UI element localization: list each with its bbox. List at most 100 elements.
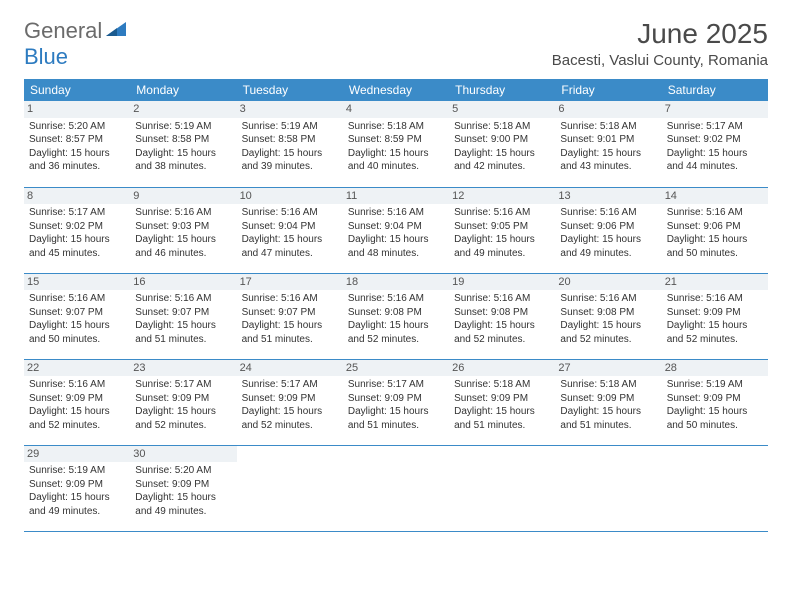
day-cell: 6Sunrise: 5:18 AMSunset: 9:01 PMDaylight…	[555, 101, 661, 187]
daylight-line: Daylight: 15 hours and 52 minutes.	[560, 319, 656, 346]
logo-triangle-icon	[106, 20, 128, 43]
day-cell: 30Sunrise: 5:20 AMSunset: 9:09 PMDayligh…	[130, 445, 236, 531]
sunrise-line: Sunrise: 5:16 AM	[348, 292, 444, 306]
sunrise-line: Sunrise: 5:20 AM	[29, 120, 125, 134]
day-cell: 25Sunrise: 5:17 AMSunset: 9:09 PMDayligh…	[343, 359, 449, 445]
day-number: 24	[237, 360, 343, 377]
sunset-line: Sunset: 9:07 PM	[29, 306, 125, 320]
calendar-row: 22Sunrise: 5:16 AMSunset: 9:09 PMDayligh…	[24, 359, 768, 445]
location-text: Bacesti, Vaslui County, Romania	[552, 52, 768, 69]
day-info: Sunrise: 5:17 AMSunset: 9:09 PMDaylight:…	[348, 377, 444, 432]
day-info: Sunrise: 5:16 AMSunset: 9:05 PMDaylight:…	[454, 205, 550, 260]
day-cell: 22Sunrise: 5:16 AMSunset: 9:09 PMDayligh…	[24, 359, 130, 445]
day-cell: 26Sunrise: 5:18 AMSunset: 9:09 PMDayligh…	[449, 359, 555, 445]
calendar-row: 15Sunrise: 5:16 AMSunset: 9:07 PMDayligh…	[24, 273, 768, 359]
empty-cell	[343, 445, 449, 531]
empty-cell	[449, 445, 555, 531]
day-cell: 24Sunrise: 5:17 AMSunset: 9:09 PMDayligh…	[237, 359, 343, 445]
daylight-line: Daylight: 15 hours and 52 minutes.	[667, 319, 763, 346]
day-info: Sunrise: 5:16 AMSunset: 9:06 PMDaylight:…	[560, 205, 656, 260]
day-number: 30	[130, 446, 236, 463]
day-number: 9	[130, 188, 236, 205]
daylight-line: Daylight: 15 hours and 48 minutes.	[348, 233, 444, 260]
day-info: Sunrise: 5:18 AMSunset: 9:01 PMDaylight:…	[560, 119, 656, 174]
daylight-line: Daylight: 15 hours and 51 minutes.	[454, 405, 550, 432]
sunrise-line: Sunrise: 5:16 AM	[348, 206, 444, 220]
daylight-line: Daylight: 15 hours and 39 minutes.	[242, 147, 338, 174]
daylight-line: Daylight: 15 hours and 51 minutes.	[348, 405, 444, 432]
sunrise-line: Sunrise: 5:18 AM	[560, 120, 656, 134]
sunset-line: Sunset: 9:04 PM	[242, 220, 338, 234]
sunset-line: Sunset: 9:05 PM	[454, 220, 550, 234]
day-number: 23	[130, 360, 236, 377]
day-info: Sunrise: 5:17 AMSunset: 9:02 PMDaylight:…	[667, 119, 763, 174]
daylight-line: Daylight: 15 hours and 46 minutes.	[135, 233, 231, 260]
daylight-line: Daylight: 15 hours and 42 minutes.	[454, 147, 550, 174]
sunrise-line: Sunrise: 5:16 AM	[667, 206, 763, 220]
daylight-line: Daylight: 15 hours and 52 minutes.	[348, 319, 444, 346]
day-cell: 23Sunrise: 5:17 AMSunset: 9:09 PMDayligh…	[130, 359, 236, 445]
day-info: Sunrise: 5:16 AMSunset: 9:09 PMDaylight:…	[667, 291, 763, 346]
empty-cell	[237, 445, 343, 531]
day-number: 16	[130, 274, 236, 291]
day-number: 21	[662, 274, 768, 291]
day-number: 15	[24, 274, 130, 291]
day-cell: 15Sunrise: 5:16 AMSunset: 9:07 PMDayligh…	[24, 273, 130, 359]
day-info: Sunrise: 5:16 AMSunset: 9:04 PMDaylight:…	[242, 205, 338, 260]
day-info: Sunrise: 5:19 AMSunset: 8:58 PMDaylight:…	[242, 119, 338, 174]
day-header-saturday: Saturday	[662, 79, 768, 101]
sunrise-line: Sunrise: 5:16 AM	[135, 206, 231, 220]
daylight-line: Daylight: 15 hours and 49 minutes.	[560, 233, 656, 260]
day-header-sunday: Sunday	[24, 79, 130, 101]
day-number: 27	[555, 360, 661, 377]
sunset-line: Sunset: 9:03 PM	[135, 220, 231, 234]
day-number: 12	[449, 188, 555, 205]
sunrise-line: Sunrise: 5:17 AM	[667, 120, 763, 134]
day-cell: 4Sunrise: 5:18 AMSunset: 8:59 PMDaylight…	[343, 101, 449, 187]
title-block: June 2025 Bacesti, Vaslui County, Romani…	[552, 18, 768, 69]
day-cell: 27Sunrise: 5:18 AMSunset: 9:09 PMDayligh…	[555, 359, 661, 445]
page-header: General June 2025 Bacesti, Vaslui County…	[24, 18, 768, 69]
daylight-line: Daylight: 15 hours and 50 minutes.	[29, 319, 125, 346]
daylight-line: Daylight: 15 hours and 50 minutes.	[667, 405, 763, 432]
day-header-row: SundayMondayTuesdayWednesdayThursdayFrid…	[24, 79, 768, 101]
day-cell: 12Sunrise: 5:16 AMSunset: 9:05 PMDayligh…	[449, 187, 555, 273]
day-cell: 18Sunrise: 5:16 AMSunset: 9:08 PMDayligh…	[343, 273, 449, 359]
daylight-line: Daylight: 15 hours and 50 minutes.	[667, 233, 763, 260]
day-info: Sunrise: 5:16 AMSunset: 9:07 PMDaylight:…	[29, 291, 125, 346]
sunrise-line: Sunrise: 5:19 AM	[667, 378, 763, 392]
sunset-line: Sunset: 9:01 PM	[560, 133, 656, 147]
day-info: Sunrise: 5:19 AMSunset: 8:58 PMDaylight:…	[135, 119, 231, 174]
sunset-line: Sunset: 8:58 PM	[135, 133, 231, 147]
day-number: 2	[130, 101, 236, 118]
sunset-line: Sunset: 9:09 PM	[560, 392, 656, 406]
sunrise-line: Sunrise: 5:17 AM	[242, 378, 338, 392]
day-info: Sunrise: 5:20 AMSunset: 8:57 PMDaylight:…	[29, 119, 125, 174]
sunset-line: Sunset: 9:09 PM	[454, 392, 550, 406]
sunrise-line: Sunrise: 5:17 AM	[29, 206, 125, 220]
daylight-line: Daylight: 15 hours and 49 minutes.	[29, 491, 125, 518]
day-info: Sunrise: 5:16 AMSunset: 9:08 PMDaylight:…	[454, 291, 550, 346]
day-number: 6	[555, 101, 661, 118]
day-info: Sunrise: 5:16 AMSunset: 9:07 PMDaylight:…	[242, 291, 338, 346]
day-header-friday: Friday	[555, 79, 661, 101]
daylight-line: Daylight: 15 hours and 52 minutes.	[242, 405, 338, 432]
day-number: 10	[237, 188, 343, 205]
daylight-line: Daylight: 15 hours and 49 minutes.	[454, 233, 550, 260]
sunrise-line: Sunrise: 5:19 AM	[29, 464, 125, 478]
sunrise-line: Sunrise: 5:16 AM	[454, 206, 550, 220]
day-number: 25	[343, 360, 449, 377]
sunset-line: Sunset: 9:07 PM	[135, 306, 231, 320]
day-info: Sunrise: 5:16 AMSunset: 9:08 PMDaylight:…	[560, 291, 656, 346]
day-number: 13	[555, 188, 661, 205]
day-info: Sunrise: 5:16 AMSunset: 9:04 PMDaylight:…	[348, 205, 444, 260]
empty-cell	[662, 445, 768, 531]
day-cell: 9Sunrise: 5:16 AMSunset: 9:03 PMDaylight…	[130, 187, 236, 273]
daylight-line: Daylight: 15 hours and 51 minutes.	[560, 405, 656, 432]
day-number: 29	[24, 446, 130, 463]
daylight-line: Daylight: 15 hours and 47 minutes.	[242, 233, 338, 260]
day-info: Sunrise: 5:20 AMSunset: 9:09 PMDaylight:…	[135, 463, 231, 518]
daylight-line: Daylight: 15 hours and 52 minutes.	[454, 319, 550, 346]
day-number: 22	[24, 360, 130, 377]
day-info: Sunrise: 5:17 AMSunset: 9:09 PMDaylight:…	[242, 377, 338, 432]
